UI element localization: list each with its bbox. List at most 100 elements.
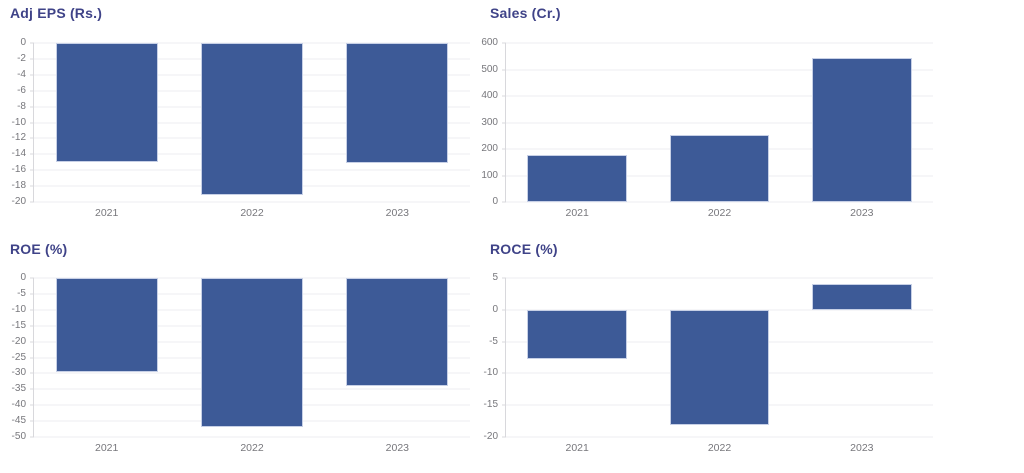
y-tick-mark	[502, 372, 506, 374]
bar-2021[interactable]	[527, 155, 627, 202]
y-tick-label: -25	[11, 351, 26, 363]
y-tick-mark	[30, 42, 34, 44]
plot-area-roe: 0 -5 -10 -15 -20 -25 -30 -35 -40 -45 -50 2021 2022 20…	[12, 273, 470, 454]
chart-panel-adj-eps: Adj EPS (Rs.) 0 -2 -4 -6 -8 -10 -12 -14 -16 -18 -2…	[0, 0, 480, 236]
y-tick-mark	[30, 58, 34, 60]
y-tick-mark	[30, 122, 34, 123]
bar-2023[interactable]	[346, 43, 449, 164]
gridline	[506, 42, 933, 44]
x-tick-label: 2023	[850, 207, 874, 219]
y-tick-mark	[502, 175, 506, 176]
x-tick-label: 2021	[565, 442, 589, 454]
bar-2022[interactable]	[201, 43, 303, 195]
y-tick-label: 5	[492, 272, 498, 283]
y-tick-label: -4	[17, 68, 26, 80]
y-tick-label: -10	[483, 367, 498, 379]
bar-2021[interactable]	[527, 309, 627, 360]
y-tick-label: -15	[483, 399, 498, 411]
y-tick-mark	[30, 90, 34, 92]
x-tick-label: 2023	[850, 442, 874, 454]
y-tick-label: -35	[11, 383, 26, 395]
gridline	[506, 277, 933, 279]
y-tick-mark	[30, 201, 34, 203]
y-tick-label: -12	[11, 132, 26, 144]
gridline	[34, 201, 470, 203]
y-tick-label: 0	[492, 196, 498, 207]
y-tick-label: 100	[481, 169, 498, 181]
y-tick-mark	[30, 153, 34, 155]
bar-2021[interactable]	[55, 43, 158, 163]
y-tick-mark	[30, 436, 34, 438]
x-tick-label: 2022	[707, 442, 732, 454]
y-tick-mark	[30, 420, 34, 422]
gridline	[506, 436, 933, 438]
y-tick-mark	[502, 69, 506, 70]
y-tick-label: 600	[481, 37, 498, 48]
chart-title-adj-eps: Adj EPS (Rs.)	[10, 5, 103, 21]
y-tick-mark	[502, 122, 506, 123]
y-tick-label: -14	[11, 148, 26, 160]
y-tick-mark	[30, 309, 34, 311]
y-tick-mark	[30, 106, 34, 108]
y-tick-mark	[502, 341, 506, 343]
x-tick-label: 2022	[240, 207, 264, 219]
y-tick-label: -40	[11, 399, 26, 411]
bar-2023[interactable]	[812, 57, 912, 202]
y-tick-mark	[502, 436, 506, 438]
x-tick-label: 2021	[94, 442, 119, 454]
y-tick-mark	[502, 277, 506, 279]
y-tick-label: -10	[11, 303, 26, 315]
y-tick-mark	[502, 309, 506, 311]
y-tick-mark	[30, 404, 34, 406]
y-tick-label: -18	[11, 180, 26, 192]
y-tick-label: -15	[11, 319, 26, 331]
y-tick-mark	[30, 293, 34, 295]
chart-title-sales: Sales (Cr.)	[490, 5, 561, 21]
y-tick-mark	[30, 357, 34, 358]
x-tick-label: 2021	[565, 207, 589, 219]
y-tick-mark	[30, 74, 34, 76]
y-tick-mark	[30, 341, 34, 343]
y-tick-label: -10	[11, 116, 26, 128]
y-tick-mark	[30, 325, 34, 327]
chart-title-roce: ROCE (%)	[490, 241, 558, 257]
y-tick-label: 500	[481, 63, 498, 75]
y-tick-mark	[502, 148, 506, 150]
y-tick-mark	[30, 137, 34, 139]
chart-panel-roe: ROE (%) 0 -5 -10 -15 -20 -25 -30 -35 -40 -45 -50 20…	[0, 236, 480, 473]
bar-2023[interactable]	[346, 278, 449, 386]
x-tick-label: 2022	[240, 442, 264, 454]
y-tick-label: 0	[20, 272, 26, 283]
bar-2021[interactable]	[55, 278, 158, 373]
y-tick-mark	[30, 372, 34, 374]
y-tick-label: -20	[483, 431, 498, 442]
x-tick-label: 2021	[94, 207, 119, 219]
y-tick-mark	[502, 201, 506, 203]
y-tick-label: 400	[481, 90, 498, 101]
bar-2022[interactable]	[669, 309, 770, 425]
y-tick-label: -20	[11, 196, 26, 207]
bar-2022[interactable]	[201, 278, 303, 427]
y-tick-mark	[502, 404, 506, 406]
y-tick-label: -5	[489, 335, 498, 347]
gridline	[34, 436, 470, 438]
chart-title-roe: ROE (%)	[10, 241, 68, 257]
y-tick-mark	[30, 277, 34, 279]
y-tick-label: -16	[11, 164, 26, 176]
chart-panel-sales: Sales (Cr.) 600 500 400 300 200 100 0 2021 2022 2…	[480, 0, 1024, 236]
y-tick-mark	[502, 95, 506, 97]
bar-2023[interactable]	[812, 284, 912, 310]
y-tick-mark	[30, 185, 34, 187]
y-tick-label: 0	[492, 303, 498, 315]
y-tick-label: -5	[17, 287, 26, 299]
y-tick-label: 300	[481, 116, 498, 128]
x-tick-label: 2023	[385, 207, 410, 219]
y-tick-label: -6	[17, 84, 26, 96]
y-tick-label: -45	[11, 415, 26, 427]
bar-2022[interactable]	[669, 134, 770, 202]
y-tick-label: -20	[11, 335, 26, 347]
x-tick-label: 2023	[385, 442, 410, 454]
plot-area-adj-eps: 0 -2 -4 -6 -8 -10 -12 -14 -16 -18 -20 2021 2022 2023	[12, 38, 470, 219]
y-tick-label: -8	[17, 100, 26, 112]
